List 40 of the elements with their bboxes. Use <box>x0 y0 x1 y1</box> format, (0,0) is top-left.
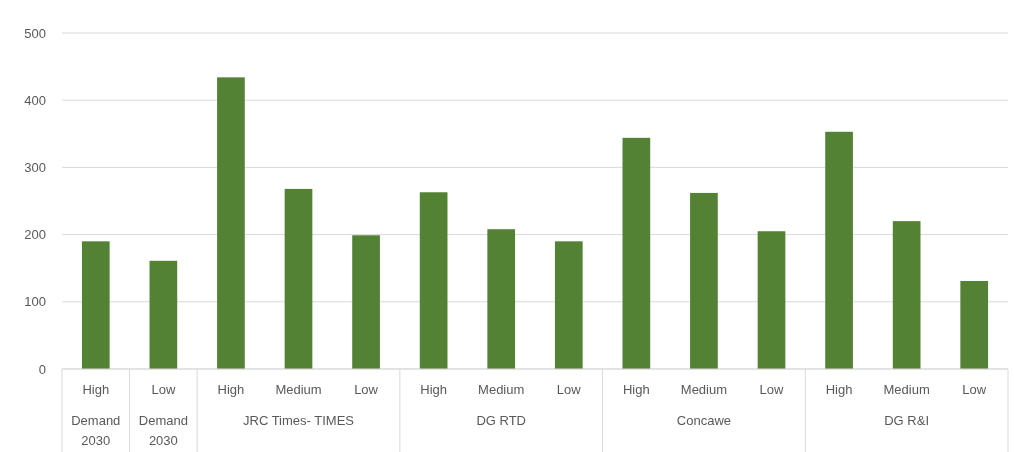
x-tick-label: Low <box>556 382 582 397</box>
x-tick-label: Medium <box>275 382 322 397</box>
x-tick-label: High <box>217 382 245 397</box>
x-tick-label: High <box>82 382 110 397</box>
bar <box>554 241 583 369</box>
x-tick-label: High <box>622 382 650 397</box>
x-tick-label: Low <box>354 382 379 397</box>
x-tick-label: Medium <box>478 382 525 397</box>
bar <box>419 192 448 369</box>
x-tick-label: Low <box>151 382 176 397</box>
text: DG RTD <box>476 413 527 428</box>
bar <box>892 221 921 369</box>
bar <box>690 192 718 369</box>
y-tick-label: 200 <box>24 227 46 243</box>
bar <box>487 229 516 369</box>
text: JRC Times- TIMES <box>243 413 355 428</box>
bar <box>825 131 853 369</box>
x-tick-label: Low <box>759 382 785 397</box>
bar <box>149 260 178 369</box>
y-tick-label: 0 <box>38 361 46 377</box>
text: Concawe <box>676 413 732 428</box>
bar <box>352 235 380 369</box>
x-tick-label: High <box>420 382 448 397</box>
bar <box>622 137 651 369</box>
x-tick-label: Low <box>962 382 987 397</box>
y-tick-label: 500 <box>24 25 46 41</box>
bar <box>757 231 786 369</box>
y-tick-label: 400 <box>24 92 46 108</box>
y-tick-label: 300 <box>24 159 46 175</box>
text: Demand 2030 <box>138 413 188 448</box>
bar <box>960 280 989 369</box>
bar <box>284 188 313 369</box>
text: Demand 2030 <box>71 413 121 448</box>
x-tick-label: Medium <box>680 382 728 397</box>
bar <box>81 241 110 369</box>
x-tick-label: Medium <box>883 382 930 397</box>
text: DG R&I <box>884 413 930 428</box>
bar <box>217 77 245 369</box>
y-tick-label: 100 <box>24 294 46 310</box>
x-tick-label: High <box>825 382 853 397</box>
